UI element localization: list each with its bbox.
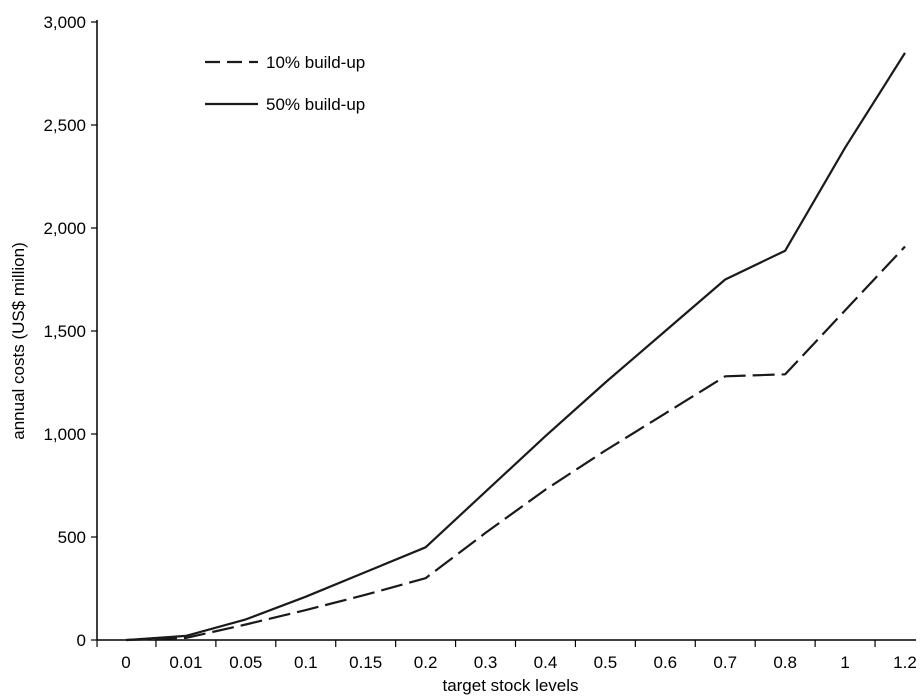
x-tick-label: 0.7 xyxy=(713,653,737,672)
y-tick-label: 500 xyxy=(58,528,86,547)
y-axis: 0 500 1,000 1,500 2,000 2,500 3,000 xyxy=(43,13,98,650)
y-tick-label: 0 xyxy=(77,631,86,650)
y-tick-label: 1,500 xyxy=(43,322,86,341)
x-tick-label: 1 xyxy=(840,653,849,672)
x-tick-label: 1.2 xyxy=(893,653,917,672)
legend-label: 50% build-up xyxy=(266,95,365,114)
series-lines xyxy=(125,52,906,642)
x-axis-title: target stock levels xyxy=(442,676,578,695)
series-line-1 xyxy=(125,245,906,642)
legend: 10% build-up 50% build-up xyxy=(205,53,365,114)
x-tick-label: 0.15 xyxy=(349,653,382,672)
x-tick-label: 0.3 xyxy=(474,653,498,672)
x-tick-label: 0.6 xyxy=(653,653,677,672)
y-tick-label: 1,000 xyxy=(43,425,86,444)
legend-label: 10% build-up xyxy=(266,53,365,72)
x-tick-label: 0.2 xyxy=(414,653,438,672)
y-axis-title: annual costs (US$ million) xyxy=(9,242,28,439)
x-tick-label: 0.5 xyxy=(594,653,618,672)
x-tick-label: 0.8 xyxy=(773,653,797,672)
x-tick-label: 0.01 xyxy=(169,653,202,672)
y-tick-label: 3,000 xyxy=(43,13,86,32)
x-tick-label: 0.05 xyxy=(229,653,262,672)
y-tick-label: 2,500 xyxy=(43,116,86,135)
x-axis: 0 0.01 0.05 0.1 0.15 0.2 0.3 0.4 0.5 0.6 0.7 0.8 1 1.… xyxy=(96,639,917,672)
x-tick-label: 0.4 xyxy=(534,653,558,672)
series-line-2 xyxy=(125,52,906,642)
x-tick-label: 0 xyxy=(121,653,130,672)
x-tick-label: 0.1 xyxy=(294,653,318,672)
y-tick-label: 2,000 xyxy=(43,219,86,238)
